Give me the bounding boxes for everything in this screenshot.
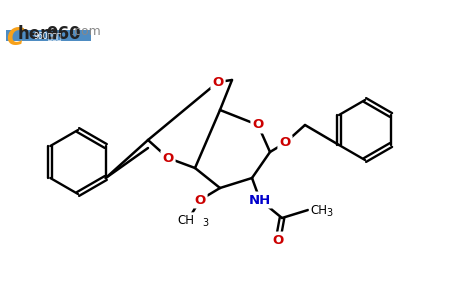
Text: CH: CH (310, 204, 327, 217)
Text: C: C (6, 26, 23, 50)
Text: 3: 3 (326, 208, 332, 218)
Text: O: O (273, 234, 283, 246)
Text: NH: NH (249, 193, 271, 207)
Text: 960化工网: 960化工网 (34, 32, 62, 40)
Text: 3: 3 (202, 218, 208, 228)
Text: O: O (252, 118, 264, 132)
Text: .com: .com (71, 25, 102, 38)
Text: hem: hem (18, 25, 58, 43)
Text: 960: 960 (46, 25, 81, 43)
Text: O: O (212, 76, 224, 88)
Text: O: O (163, 151, 173, 164)
FancyBboxPatch shape (6, 30, 91, 41)
Text: O: O (194, 193, 206, 207)
Text: CH: CH (177, 214, 194, 226)
Text: O: O (279, 137, 291, 149)
